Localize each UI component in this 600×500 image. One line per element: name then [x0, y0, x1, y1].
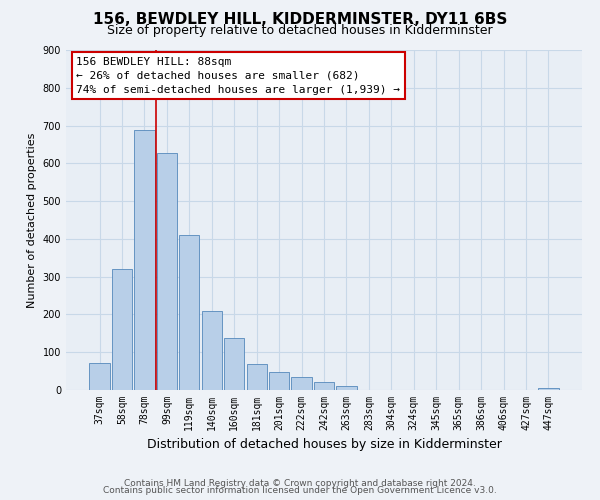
Bar — [179, 235, 199, 390]
Bar — [134, 130, 155, 390]
Bar — [157, 153, 177, 390]
Bar — [538, 388, 559, 390]
Bar — [269, 372, 289, 390]
Bar — [202, 310, 222, 390]
Text: Contains HM Land Registry data © Crown copyright and database right 2024.: Contains HM Land Registry data © Crown c… — [124, 478, 476, 488]
Text: 156 BEWDLEY HILL: 88sqm
← 26% of detached houses are smaller (682)
74% of semi-d: 156 BEWDLEY HILL: 88sqm ← 26% of detache… — [76, 57, 400, 95]
Text: Contains public sector information licensed under the Open Government Licence v3: Contains public sector information licen… — [103, 486, 497, 495]
Bar — [314, 382, 334, 390]
Bar — [292, 377, 311, 390]
Bar — [224, 338, 244, 390]
X-axis label: Distribution of detached houses by size in Kidderminster: Distribution of detached houses by size … — [146, 438, 502, 452]
Bar — [112, 269, 132, 390]
Bar — [89, 363, 110, 390]
Text: Size of property relative to detached houses in Kidderminster: Size of property relative to detached ho… — [107, 24, 493, 37]
Bar — [337, 386, 356, 390]
Bar — [247, 364, 267, 390]
Text: 156, BEWDLEY HILL, KIDDERMINSTER, DY11 6BS: 156, BEWDLEY HILL, KIDDERMINSTER, DY11 6… — [93, 12, 507, 28]
Y-axis label: Number of detached properties: Number of detached properties — [27, 132, 37, 308]
